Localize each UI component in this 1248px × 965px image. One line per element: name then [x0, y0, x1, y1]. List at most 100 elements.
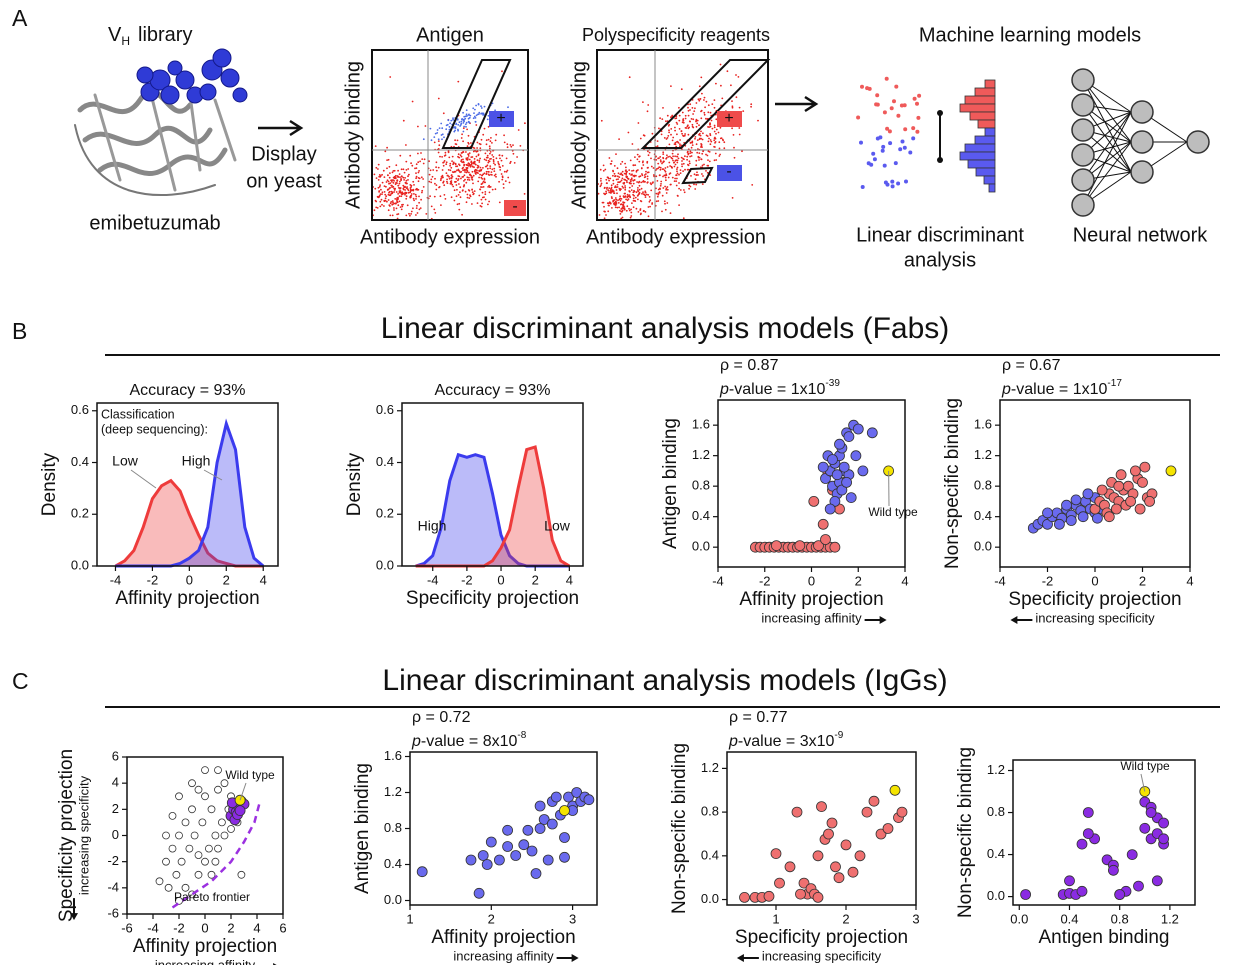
- cell-dot: [624, 188, 627, 191]
- cell-dot: [506, 146, 509, 149]
- nn-node: [1071, 118, 1095, 142]
- cell-dot: [452, 117, 454, 120]
- cell-dot: [647, 150, 649, 153]
- ribbon: [97, 147, 228, 176]
- cell-dot: [688, 184, 691, 187]
- cell-dot: [464, 169, 466, 172]
- cell-dot: [625, 198, 627, 201]
- cell-dot: [405, 144, 407, 146]
- cell-dot: [700, 117, 703, 120]
- cell-dot: [465, 181, 468, 184]
- cell-dot: [664, 167, 667, 169]
- nn-edge: [1082, 111, 1132, 181]
- cell-dot: [474, 163, 477, 166]
- cell-dot: [621, 170, 624, 173]
- cell-dot: [605, 178, 608, 181]
- cell-dot: [715, 82, 717, 85]
- cell-dot: [383, 176, 386, 179]
- point: [563, 791, 574, 803]
- cell-dot: [456, 165, 459, 168]
- point: [1096, 484, 1108, 496]
- cell-dot: [641, 192, 643, 195]
- flow-xlabel: Antibody expression: [360, 226, 540, 248]
- cell-dot: [379, 184, 381, 187]
- cell-dot: [457, 123, 460, 126]
- cell-dot: [688, 160, 691, 163]
- cell-dot: [402, 187, 405, 190]
- cell-dot: [661, 162, 663, 165]
- cell-dot: [483, 158, 486, 161]
- cell-dot: [631, 170, 633, 172]
- library-sub: H: [121, 34, 130, 48]
- cell-dot: [609, 177, 612, 180]
- p-italic: p: [1001, 381, 1011, 398]
- sphere: [220, 68, 240, 88]
- cell-dot: [484, 193, 487, 196]
- cell-dot: [664, 176, 667, 179]
- cell-dot: [399, 206, 402, 209]
- cell-dot: [474, 169, 476, 172]
- point: [847, 866, 859, 878]
- cell-dot: [700, 143, 703, 146]
- cell-dot: [709, 125, 712, 128]
- cell-dot: [619, 180, 622, 183]
- cell-dot: [417, 171, 420, 174]
- cell-dot: [405, 160, 408, 163]
- cell-dot: [420, 152, 422, 154]
- cell-dot: [687, 106, 689, 109]
- cell-dot: [489, 140, 492, 143]
- cell-dot: [708, 137, 710, 140]
- point: [234, 805, 246, 816]
- cell-dot: [618, 206, 620, 209]
- cell-dot: [386, 200, 388, 203]
- cell-dot: [445, 128, 448, 131]
- cell-dot: [386, 146, 388, 149]
- cell-dot: [638, 160, 641, 163]
- cell-dot: [656, 195, 659, 198]
- cell-dot: [700, 146, 702, 148]
- cell-dot: [674, 163, 677, 166]
- cell-dot: [661, 118, 664, 120]
- cell-dot: [678, 173, 680, 176]
- cell-dot: [698, 85, 701, 88]
- cell-dot: [462, 175, 465, 178]
- cell-dot: [705, 100, 708, 103]
- cell-dot: [644, 211, 647, 213]
- cell-dot: [458, 175, 461, 178]
- cell-dot: [467, 134, 470, 137]
- cell-dot: [456, 169, 458, 172]
- cell-dot: [400, 208, 403, 211]
- cell-dot: [386, 179, 389, 182]
- cell-dot: [675, 121, 678, 124]
- cell-dot: [410, 186, 412, 188]
- point: [559, 832, 570, 843]
- cell-dot: [388, 165, 391, 168]
- cell-dot: [389, 214, 392, 217]
- point: [1115, 469, 1127, 481]
- cell-dot: [640, 181, 643, 184]
- cell-dot: [713, 159, 716, 162]
- display-text: on yeast: [246, 170, 322, 192]
- cell-dot: [620, 208, 623, 210]
- cell-dot: [606, 182, 608, 185]
- cell-dot: [468, 171, 470, 174]
- y-axis-label: Non-specific binding: [669, 743, 690, 914]
- cell-dot: [637, 122, 640, 124]
- cell-dot: [389, 182, 392, 185]
- point: [473, 887, 485, 899]
- cell-dot: [604, 193, 606, 196]
- lda-dot: [916, 115, 921, 120]
- cell-dot: [664, 170, 667, 173]
- point: [808, 495, 820, 507]
- cell-dot: [673, 143, 676, 146]
- flow-plot: [372, 70, 526, 220]
- cell-dot: [480, 176, 483, 179]
- cell-dot: [661, 168, 664, 171]
- cell-dot: [625, 209, 628, 212]
- cell-dot: [410, 162, 412, 165]
- hist-bar: [969, 111, 996, 121]
- nn-edge: [1082, 111, 1132, 206]
- cell-dot: [705, 134, 708, 137]
- cell-dot: [437, 151, 440, 154]
- cell-dot: [623, 172, 626, 175]
